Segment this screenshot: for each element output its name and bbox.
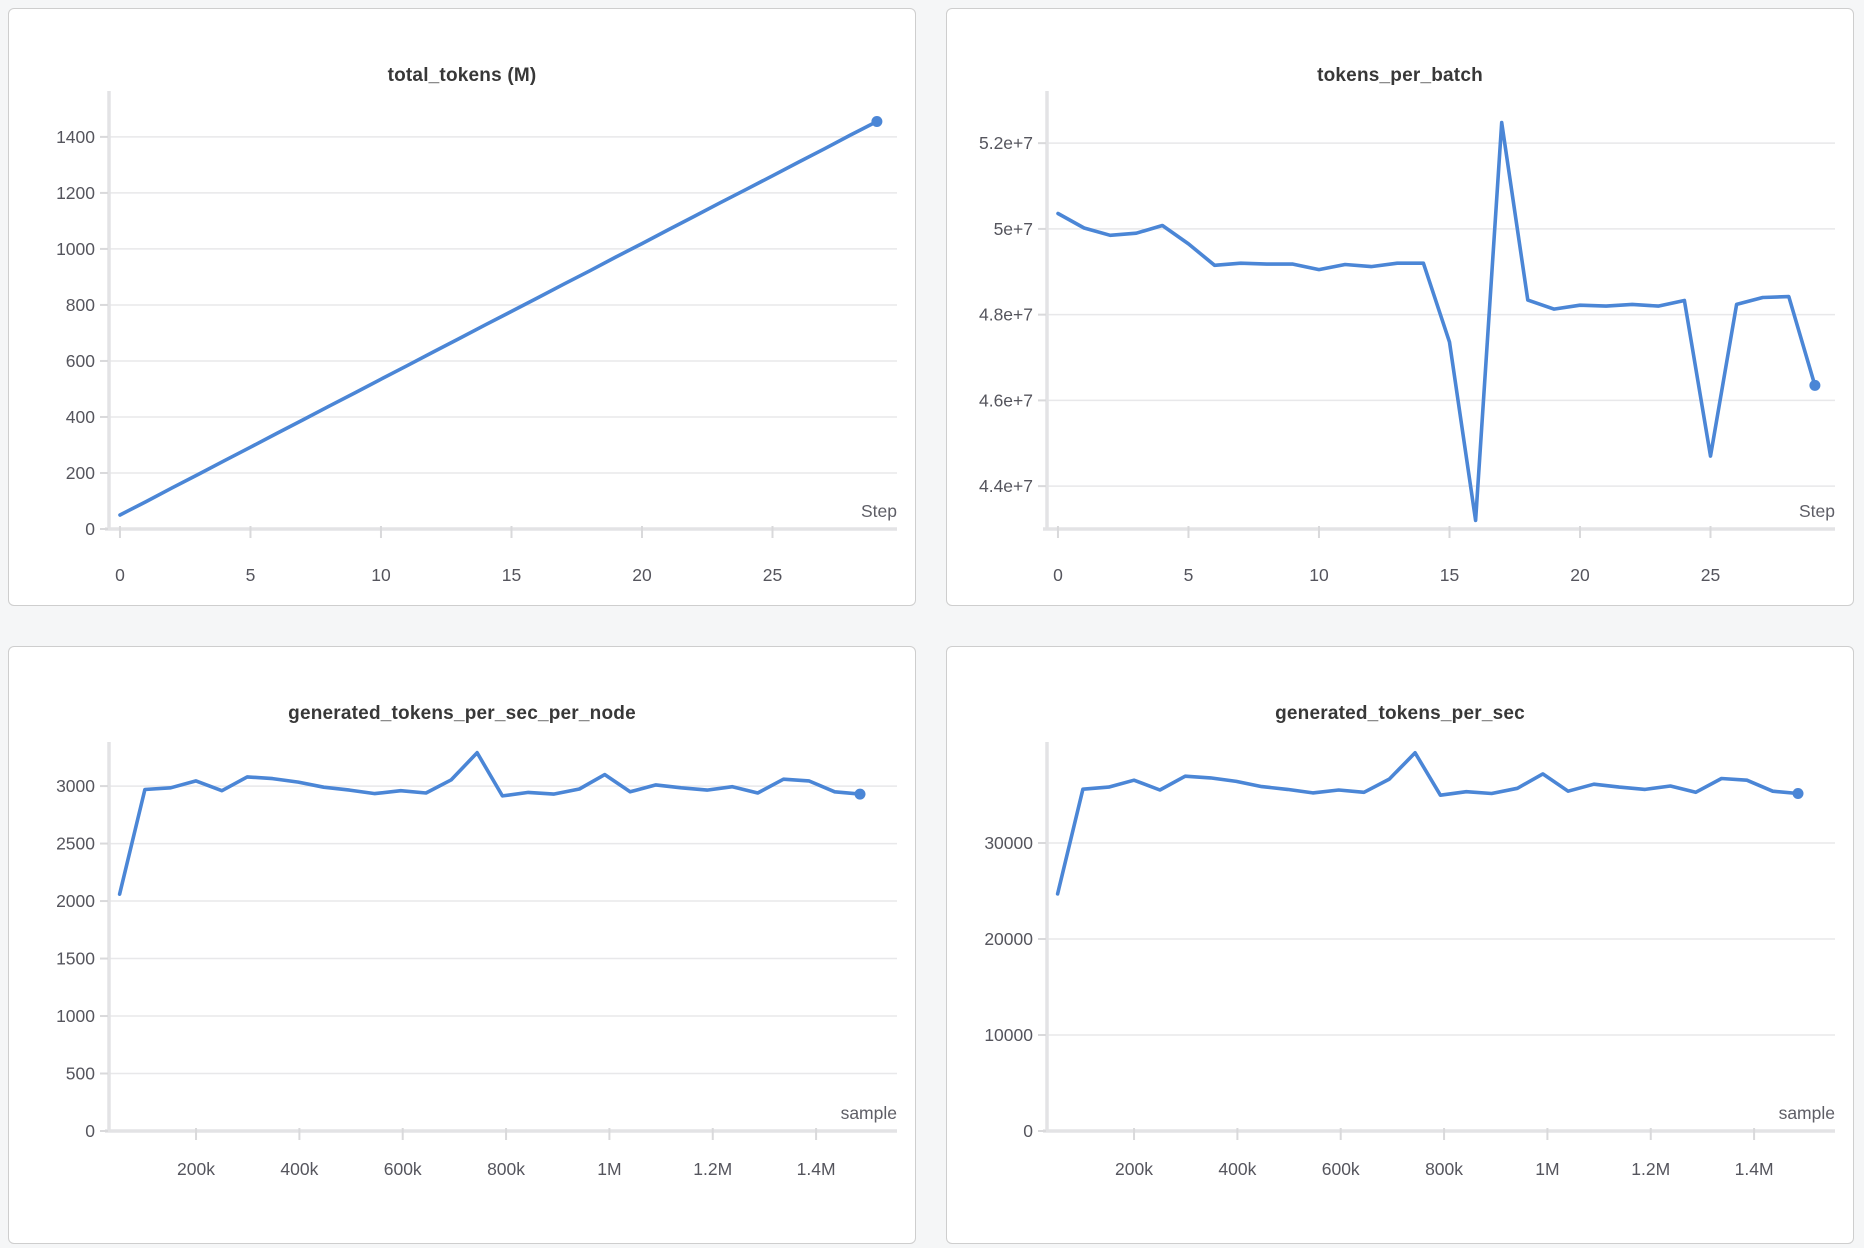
y-tick-label: 200: [66, 463, 95, 483]
y-tick-label: 500: [66, 1064, 95, 1084]
x-tick-label: 600k: [384, 1159, 422, 1179]
x-tick-label: 1.4M: [1735, 1159, 1774, 1179]
chart-canvas-total-tokens[interactable]: 0 200 400 600 800 1000 1200 1400 0 5 10 15 20 25 Step: [9, 9, 915, 605]
x-tick-label: 1.2M: [693, 1159, 732, 1179]
y-tick-label: 0: [85, 519, 95, 539]
x-tick-label: 800k: [1425, 1159, 1463, 1179]
x-tick-label: 25: [1701, 565, 1720, 585]
x-tick-label: 1M: [597, 1159, 621, 1179]
y-tick-label: 20000: [984, 929, 1033, 949]
chart-panel-total-tokens[interactable]: total_tokens (M) 0 200 400 600 800 1000 1200 14…: [8, 8, 916, 606]
chart-panel-tokens-per-batch[interactable]: tokens_per_batch 4.4e+7 4.6e+7 4.8e+7 5e+7 5…: [946, 8, 1854, 606]
chart-panel-generated-tokens-per-sec-per-node[interactable]: generated_tokens_per_sec_per_node 0 500 10…: [8, 646, 916, 1244]
y-tick-label: 2500: [56, 834, 95, 854]
x-tick-label: 0: [115, 565, 125, 585]
x-tick-label: 400k: [280, 1159, 318, 1179]
series-line[interactable]: [117, 750, 862, 896]
series-end-dot[interactable]: [871, 115, 883, 127]
x-axis-label: Step: [1799, 501, 1835, 521]
x-tick-label: 15: [1440, 565, 1459, 585]
x-tick-label: 200k: [177, 1159, 215, 1179]
y-tick-label: 1000: [56, 1006, 95, 1026]
y-tick-label: 600: [66, 351, 95, 371]
series-end-dot[interactable]: [1792, 787, 1804, 799]
y-tick-label: 1200: [56, 183, 95, 203]
x-axis-label: sample: [841, 1103, 897, 1123]
y-tick-label: 0: [1023, 1121, 1033, 1141]
y-tick-label: 4.6e+7: [979, 390, 1033, 410]
y-tick-label: 0: [85, 1121, 95, 1141]
x-tick-label: 20: [1570, 565, 1590, 585]
y-tick-label: 5e+7: [994, 219, 1033, 239]
x-tick-label: 1.4M: [797, 1159, 836, 1179]
x-tick-label: 20: [632, 565, 652, 585]
x-tick-label: 5: [246, 565, 256, 585]
chart-canvas-generated-tokens-per-sec-per-node[interactable]: 0 500 1000 1500 2000 2500 3000 200k 400k 600k 800k…: [9, 647, 915, 1243]
chart-canvas-tokens-per-batch[interactable]: 4.4e+7 4.6e+7 4.8e+7 5e+7 5.2e+7 0 5 10 15 20 25 St…: [947, 9, 1853, 605]
x-axis-label: sample: [1779, 1103, 1835, 1123]
y-tick-label: 400: [66, 407, 95, 427]
y-tick-label: 1500: [56, 949, 95, 969]
x-tick-label: 10: [1309, 565, 1329, 585]
chart-title: total_tokens (M): [387, 65, 537, 86]
chart-title: generated_tokens_per_sec_per_node: [288, 703, 636, 724]
x-tick-label: 800k: [487, 1159, 525, 1179]
series-end-dot[interactable]: [854, 788, 866, 800]
chart-title: tokens_per_batch: [1317, 65, 1483, 86]
chart-title: generated_tokens_per_sec: [1275, 703, 1525, 724]
x-tick-label: 1.2M: [1631, 1159, 1670, 1179]
x-tick-label: 25: [763, 565, 782, 585]
x-tick-label: 1M: [1535, 1159, 1559, 1179]
y-tick-label: 5.2e+7: [979, 133, 1033, 153]
series-line[interactable]: [1056, 120, 1817, 523]
y-tick-label: 10000: [984, 1025, 1033, 1045]
series-end-dot[interactable]: [1809, 379, 1821, 391]
y-tick-label: 1000: [56, 239, 95, 259]
y-tick-label: 4.8e+7: [979, 305, 1033, 325]
x-tick-label: 400k: [1218, 1159, 1256, 1179]
y-tick-label: 4.4e+7: [979, 476, 1033, 496]
series-line[interactable]: [1055, 751, 1800, 896]
x-tick-label: 15: [502, 565, 521, 585]
y-tick-label: 2000: [56, 891, 95, 911]
chart-panel-generated-tokens-per-sec[interactable]: generated_tokens_per_sec 0 10000 20000 3000…: [946, 646, 1854, 1244]
y-tick-label: 1400: [56, 127, 95, 147]
x-tick-label: 200k: [1115, 1159, 1153, 1179]
y-tick-label: 800: [66, 295, 95, 315]
x-tick-label: 5: [1184, 565, 1194, 585]
series-line[interactable]: [118, 119, 879, 517]
x-tick-label: 600k: [1322, 1159, 1360, 1179]
x-tick-label: 0: [1053, 565, 1063, 585]
chart-canvas-generated-tokens-per-sec[interactable]: 0 10000 20000 30000 200k 400k 600k 800k 1M 1.2M 1.…: [947, 647, 1853, 1243]
y-tick-label: 3000: [56, 776, 95, 796]
x-tick-label: 10: [371, 565, 391, 585]
x-axis-label: Step: [861, 501, 897, 521]
y-tick-label: 30000: [984, 833, 1033, 853]
